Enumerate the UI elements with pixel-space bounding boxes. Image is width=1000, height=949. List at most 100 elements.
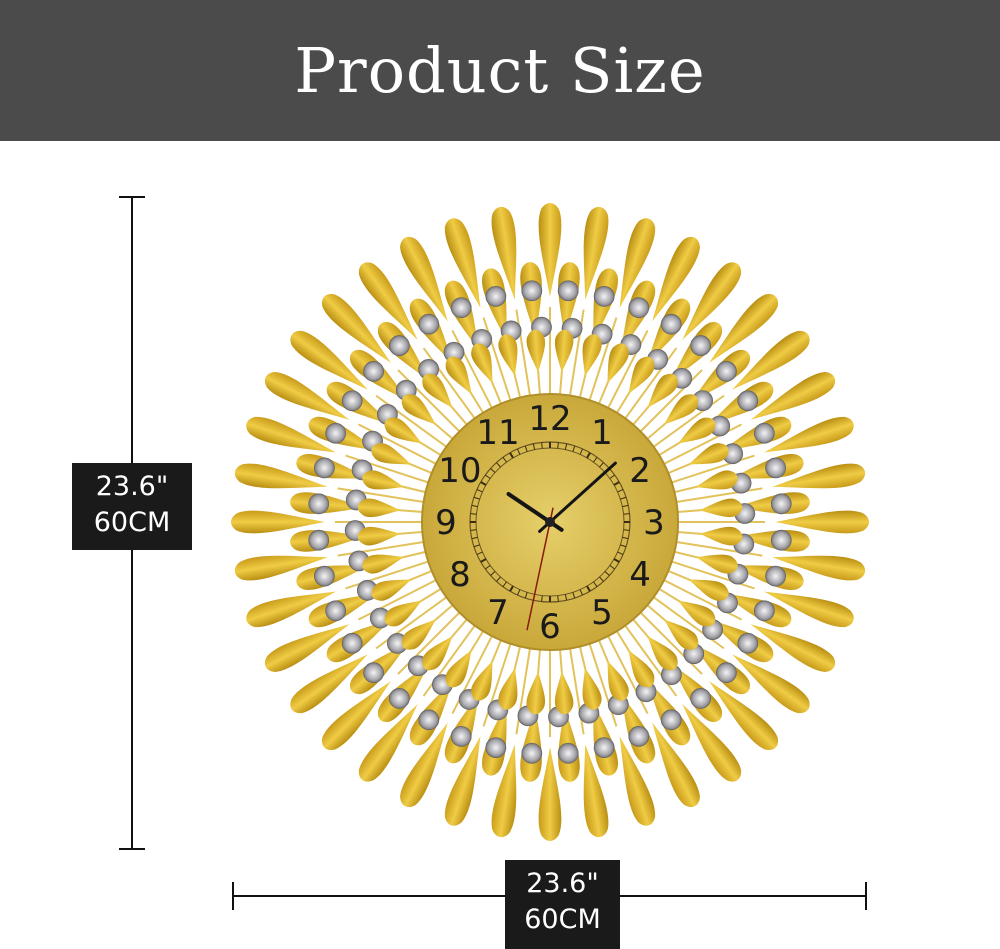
height-dimension-cap-top (119, 196, 145, 198)
crystal-gem (770, 529, 792, 551)
crystal-gem (521, 742, 543, 764)
crystal-gem (737, 632, 759, 654)
minute-tick (564, 443, 568, 450)
gold-petal-outer (652, 236, 700, 322)
gold-petal-short (384, 600, 423, 627)
crystal-gem (716, 662, 737, 684)
gold-petal-short (607, 343, 629, 384)
minute-tick (599, 576, 604, 582)
crystal-gem (341, 390, 363, 412)
gold-petal-outer (264, 624, 350, 672)
clock-numeral: 7 (487, 593, 509, 633)
gold-petal-short (445, 649, 472, 688)
gold-petal-outer (583, 206, 609, 300)
gold-petal-short (422, 373, 453, 408)
crystal-gem (628, 725, 650, 747)
minute-tick (480, 481, 487, 486)
minute-tick (484, 565, 491, 570)
gold-petal-short (647, 373, 678, 408)
crystal-gem (770, 493, 792, 515)
gold-petal-short (607, 660, 629, 701)
clock-numeral: 12 (528, 399, 571, 439)
width-dimension-cap-left (232, 882, 234, 910)
width-label: 23.6" 60CM (505, 860, 620, 949)
gold-petal-outer (732, 654, 810, 714)
gold-petal-short (371, 579, 412, 601)
gold-petal-outer (709, 681, 779, 751)
gold-petal-short (695, 554, 738, 574)
gold-petal-short (422, 636, 453, 671)
clock-numeral: 4 (629, 555, 651, 595)
center-cap (545, 517, 555, 527)
crystal-gem (388, 335, 410, 356)
clock-numeral: 1 (591, 413, 613, 453)
gold-petal-short (371, 443, 412, 465)
minute-tick (620, 496, 627, 500)
gold-petal-outer (750, 624, 836, 672)
minute-tick (496, 462, 501, 468)
crystal-gem (690, 688, 712, 709)
crystal-gem (660, 313, 682, 335)
gold-petal-short (688, 443, 729, 465)
gold-petal-short (357, 498, 401, 518)
gold-petal-short (695, 470, 738, 490)
minute-tick (622, 504, 629, 508)
minute-tick (572, 592, 576, 599)
minute-tick (480, 558, 487, 563)
gold-petal-short (628, 356, 655, 395)
crystal-gem (308, 493, 330, 515)
gold-petal-outer (290, 654, 368, 714)
minute-tick (476, 551, 483, 555)
minute-tick (524, 592, 528, 599)
minute-tick (471, 536, 478, 540)
crystal-gem (450, 297, 472, 319)
minute-tick (623, 529, 630, 531)
gold-petal-short (498, 334, 518, 377)
crystal-gem (737, 390, 759, 412)
crystal-gem (716, 360, 737, 382)
gold-petal-outer (538, 747, 562, 841)
crystal-gem (753, 422, 775, 444)
gold-petal-short (677, 600, 716, 627)
crystal-gem (765, 457, 786, 479)
gold-petal-outer (246, 591, 337, 628)
minute-tick (490, 571, 496, 576)
clock-stem (515, 309, 531, 396)
header-banner: Product Size (0, 0, 1000, 141)
gold-petal-outer (682, 262, 742, 340)
height-dimension-cap-bottom (119, 848, 145, 850)
minute-tick (620, 544, 627, 548)
clock-numeral: 3 (643, 503, 665, 543)
minute-tick (496, 576, 501, 582)
minute-tick (593, 581, 598, 588)
gold-petal-outer (358, 704, 418, 782)
height-inches: 23.6" (95, 471, 169, 502)
gold-petal-outer (444, 218, 481, 309)
gold-petal-outer (763, 591, 854, 628)
minute-tick (517, 589, 521, 596)
gold-petal-short (357, 526, 401, 546)
gold-petal-outer (772, 463, 866, 489)
crystal-gem (593, 737, 615, 758)
crystal-gem (485, 286, 507, 307)
width-cm: 60CM (524, 904, 601, 935)
minute-tick (524, 445, 528, 452)
minute-tick (557, 442, 559, 449)
crystal-gem (363, 360, 384, 382)
gold-petal-outer (538, 203, 562, 297)
gold-petal-outer (583, 744, 609, 838)
crystal-gem (521, 280, 543, 302)
gold-petal-outer (750, 372, 836, 420)
gold-petal-outer (491, 744, 517, 838)
crystal-gem (485, 737, 507, 758)
minute-tick (484, 474, 491, 479)
crystal-gem (325, 422, 347, 444)
height-cm: 60CM (93, 507, 171, 538)
clock-numeral: 8 (449, 555, 471, 595)
gold-petal-outer (619, 735, 656, 826)
minute-tick (502, 456, 507, 463)
gold-petal-short (445, 356, 472, 395)
width-inches: 23.6" (526, 868, 599, 899)
crystal-gem (314, 457, 335, 479)
gold-petal-short (688, 579, 729, 601)
